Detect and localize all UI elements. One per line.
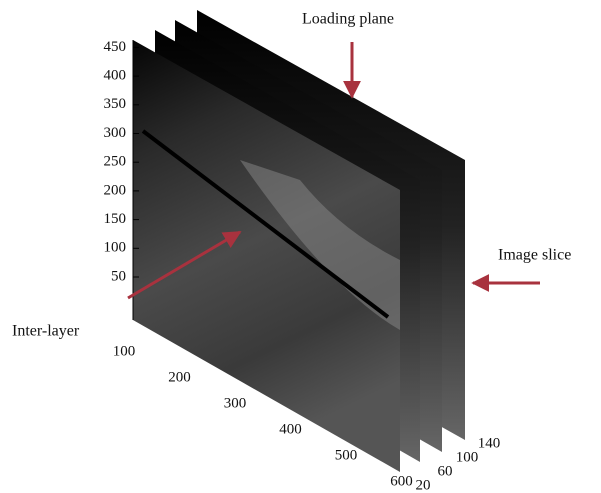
height-tick-label: 200 xyxy=(104,182,127,198)
annotation: Inter-layer xyxy=(12,323,80,340)
figure: 50 100 150 200 250 300 350 400 450 100 200 300 400 50… xyxy=(0,0,601,493)
height-tick-label: 100 xyxy=(104,240,127,256)
depth-tick-label: 300 xyxy=(224,395,247,411)
height-tick-label: 450 xyxy=(104,39,127,55)
height-tick-label: 50 xyxy=(111,268,126,284)
height-tick-label: 400 xyxy=(104,68,127,84)
slice-tick-label: 60 xyxy=(438,463,453,479)
depth-tick-label: 100 xyxy=(113,343,136,359)
slice-tick-label: 20 xyxy=(416,477,431,493)
depth-tick-label: 400 xyxy=(279,421,302,437)
depth-tick-label: 200 xyxy=(168,369,191,385)
depth-tick-label: 600 xyxy=(390,473,413,489)
height-tick-label: 150 xyxy=(104,211,127,227)
height-tick-label: 350 xyxy=(104,96,127,112)
slices xyxy=(133,10,465,472)
slice-tick-label: 100 xyxy=(456,449,479,465)
annotation: Image slice xyxy=(498,247,571,264)
height-tick-label: 250 xyxy=(104,154,127,170)
slice-tick-label: 140 xyxy=(478,435,501,451)
annotation: Loading plane xyxy=(302,11,394,28)
depth-tick-label: 500 xyxy=(335,447,358,463)
height-tick-label: 300 xyxy=(104,125,127,141)
